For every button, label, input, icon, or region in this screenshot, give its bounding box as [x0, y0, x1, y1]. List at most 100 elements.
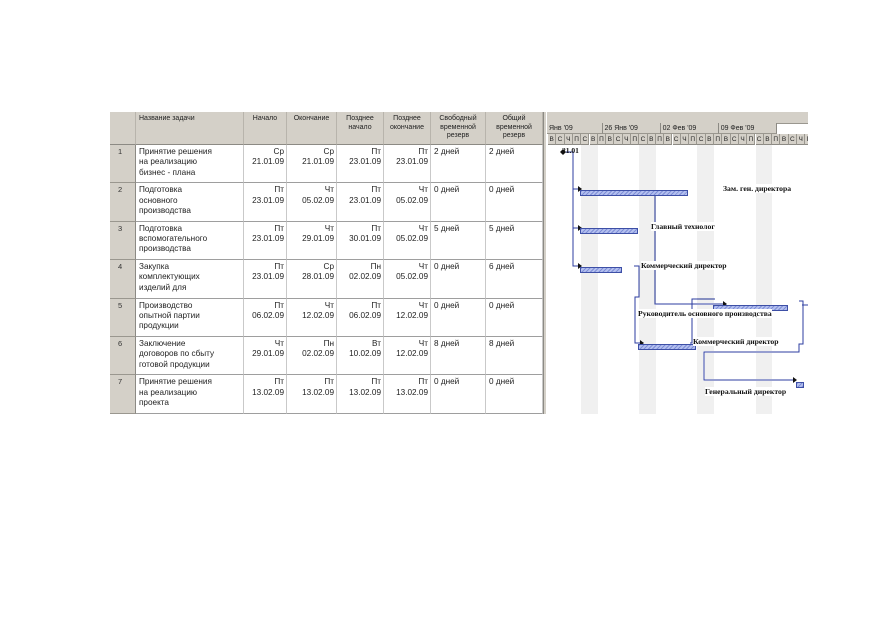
cell-line: Пт [371, 147, 381, 156]
cell-line: Чт [324, 223, 334, 233]
cell-free-slack[interactable]: 0 дней [431, 183, 486, 222]
cell-total-slack[interactable]: 0 дней [486, 375, 543, 414]
cell-late-start[interactable]: Пт 23.01.09 [337, 183, 384, 222]
timescale-day: С [556, 134, 565, 145]
timescale-day: П [572, 134, 582, 145]
cell-name[interactable]: Подготовка вспомогательного производства [136, 221, 244, 261]
cell-name[interactable]: Закупка комплектующих изделий для [136, 260, 244, 299]
cell-late-start[interactable]: Пн 02.02.09 [337, 260, 384, 299]
cell-free-slack[interactable]: 2 дней [431, 145, 486, 184]
row-number[interactable]: 3 [110, 221, 136, 261]
cell-late-finish[interactable]: Пт 13.02.09 [384, 375, 431, 414]
timescale-day: С [730, 134, 739, 145]
cell-finish[interactable]: Пт 13.02.09 [287, 375, 337, 414]
cell-free-slack[interactable]: 0 дней [431, 260, 486, 299]
cell-start[interactable]: Пт 23.01.09 [244, 221, 287, 261]
task-bar[interactable] [580, 266, 622, 273]
cell-line: Пт [274, 262, 284, 272]
cell-finish[interactable]: Чт 05.02.09 [287, 183, 337, 222]
timescale-day: П [655, 134, 665, 145]
cell-free-slack[interactable]: 8 дней [431, 337, 486, 376]
cell-line: Пт [418, 147, 428, 156]
timescale-day: П [631, 134, 640, 145]
select-all-corner[interactable] [110, 112, 136, 145]
nonworking-days-shading [697, 145, 714, 414]
cell-line: Принятие решения [139, 377, 212, 387]
cell-name[interactable]: Заключение договоров по сбыту готовой прод… [136, 337, 244, 376]
cell-total-slack[interactable]: 5 дней [486, 221, 543, 261]
cell-line: 23.01.09 [252, 234, 284, 244]
row-number[interactable]: 5 [110, 298, 136, 337]
cell-line: Чт [418, 223, 428, 233]
cell-total-slack[interactable]: 0 дней [486, 298, 543, 337]
cell-finish[interactable]: Ср 21.01.09 [287, 145, 337, 184]
cell-line: Подготовка [139, 185, 183, 195]
cell-late-start[interactable]: Вт 10.02.09 [337, 337, 384, 376]
col-header-late-finish[interactable]: Позднее окончание [384, 112, 431, 145]
row-number[interactable]: 6 [110, 337, 136, 376]
cell-free-slack[interactable]: 0 дней [431, 375, 486, 414]
cell-late-start[interactable]: Пт 06.02.09 [337, 298, 384, 337]
cell-line: договоров по сбыту [139, 349, 215, 359]
row-number[interactable]: 2 [110, 183, 136, 222]
cell-free-slack[interactable]: 5 дней [431, 221, 486, 261]
cell-line: Чт [418, 339, 428, 348]
cell-total-slack[interactable]: 2 дней [486, 145, 543, 184]
cell-line: 02.02.09 [302, 349, 334, 359]
cell-late-start[interactable]: Пт 30.01.09 [337, 221, 384, 261]
cell-late-finish[interactable]: Чт 05.02.09 [384, 260, 431, 299]
cell-total-slack[interactable]: 6 дней [486, 260, 543, 299]
cell-finish[interactable]: Ср 28.01.09 [287, 260, 337, 299]
col-header-free-slack[interactable]: Свободный временной резерв [431, 112, 486, 145]
cell-start[interactable]: Пт 13.02.09 [244, 375, 287, 414]
cell-line: 13.02.09 [302, 387, 334, 397]
task-bar[interactable] [796, 381, 805, 388]
cell-name[interactable]: Принятие решения на реализацию проекта [136, 375, 244, 414]
col-header-total-slack[interactable]: Общий временной резерв [486, 112, 543, 145]
col-header-late-start[interactable]: Позднее начало [337, 112, 384, 145]
row-number[interactable]: 4 [110, 260, 136, 299]
cell-late-finish[interactable]: Чт 12.02.09 [384, 298, 431, 337]
cell-late-start[interactable]: Пт 23.01.09 [337, 145, 384, 184]
col-header-name[interactable]: Название задачи [136, 112, 244, 145]
cell-line: Пт [371, 300, 381, 310]
cell-start[interactable]: Пт 23.01.09 [244, 260, 287, 299]
cell-late-finish[interactable]: Пт 23.01.09 [384, 145, 431, 184]
cell-total-slack[interactable]: 8 дней [486, 337, 543, 376]
cell-late-finish[interactable]: Чт 12.02.09 [384, 337, 431, 376]
timescale-day: П [772, 134, 781, 145]
cell-name[interactable]: Производство опытной партии продукции [136, 298, 244, 337]
row-number[interactable]: 7 [110, 375, 136, 414]
cell-start[interactable]: Чт 29.01.09 [244, 337, 287, 376]
cell-late-start[interactable]: Пт 13.02.09 [337, 375, 384, 414]
timescale-day: С [581, 134, 590, 145]
timescale-day: Ч [622, 134, 631, 145]
cell-free-slack[interactable]: 0 дней [431, 298, 486, 337]
cell-finish[interactable]: Чт 12.02.09 [287, 298, 337, 337]
task-bar[interactable] [580, 228, 639, 235]
pane-splitter[interactable] [543, 112, 547, 414]
milestone-diamond[interactable] [560, 149, 566, 155]
task-bar[interactable] [580, 189, 689, 196]
cell-line: Производство [139, 300, 193, 310]
cell-name[interactable]: Подготовка основного производства [136, 183, 244, 222]
task-bar[interactable] [638, 343, 697, 350]
cell-total-slack[interactable]: 0 дней [486, 183, 543, 222]
timescale-day: С [614, 134, 623, 145]
cell-finish[interactable]: Чт 29.01.09 [287, 221, 337, 261]
cell-start[interactable]: Пт 23.01.09 [244, 183, 287, 222]
cell-late-finish[interactable]: Чт 05.02.09 [384, 183, 431, 222]
timescale-day: П [689, 134, 698, 145]
cell-late-finish[interactable]: Чт 05.02.09 [384, 221, 431, 261]
row-number[interactable]: 1 [110, 145, 136, 184]
cell-finish[interactable]: Пн 02.02.09 [287, 337, 337, 376]
resource-label-task-7: Генеральный директор [705, 387, 787, 396]
nonworking-days-shading [581, 145, 598, 414]
col-header-finish[interactable]: Окончание [287, 112, 337, 145]
cell-start[interactable]: Ср 21.01.09 [244, 145, 287, 184]
cell-line: 02.02.09 [349, 272, 381, 282]
cell-start[interactable]: Пт 06.02.09 [244, 298, 287, 337]
col-header-start[interactable]: Начало [244, 112, 287, 145]
cell-name[interactable]: Принятие решения на реализацию бизнес - пл… [136, 145, 244, 184]
